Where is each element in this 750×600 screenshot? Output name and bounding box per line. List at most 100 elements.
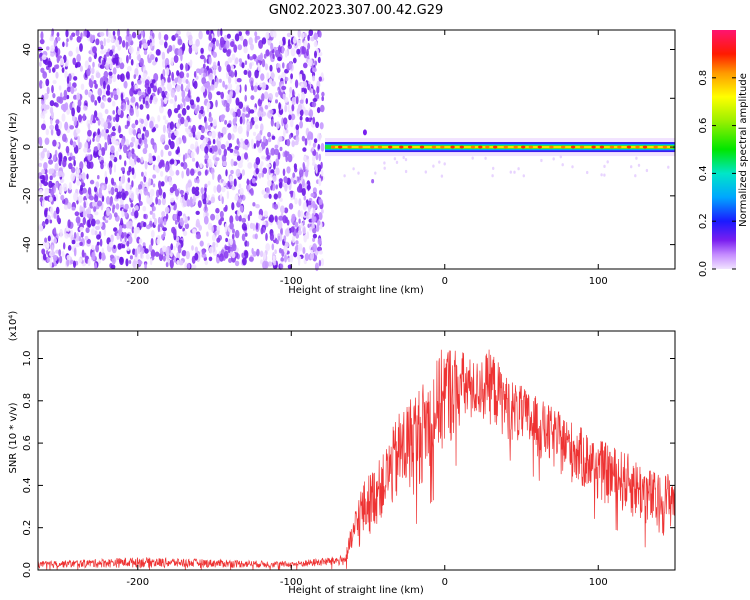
spectrogram-noise-speck bbox=[275, 184, 278, 190]
spectrogram-noise-speck bbox=[221, 186, 226, 193]
spectrogram-noise-speck bbox=[169, 159, 175, 165]
spectrogram-noise-speck bbox=[269, 214, 274, 223]
spectrogram-noise-speck bbox=[130, 192, 134, 201]
spectrogram-noise-speck bbox=[160, 181, 165, 187]
spectrogram-noise-speck bbox=[136, 157, 141, 163]
spectrogram-noise-speck bbox=[195, 222, 201, 228]
spectrogram-noise-speck bbox=[203, 191, 207, 201]
spectrogram-noise-speck bbox=[190, 202, 194, 208]
colorbar-tick-label: 0.0 bbox=[698, 261, 709, 277]
spectrogram-noise-speck bbox=[198, 112, 202, 120]
spectrogram-noise-speck bbox=[207, 124, 212, 131]
spectrogram-noise-speck bbox=[265, 31, 270, 40]
spectrogram-noise-speck bbox=[174, 130, 179, 137]
spectrogram-noise-speck bbox=[142, 205, 147, 212]
spectrogram-noise-speck bbox=[155, 49, 161, 56]
spectrogram-noise-speck bbox=[237, 125, 243, 135]
spectrogram-noise-speck bbox=[264, 63, 269, 71]
spectrogram-noise-speck bbox=[71, 107, 75, 117]
spectrogram-noise-speck bbox=[210, 84, 215, 91]
spectrogram-noise-speck bbox=[52, 139, 57, 147]
spectrogram-noise-speck bbox=[294, 197, 298, 205]
spectrogram-noise-speck bbox=[285, 77, 289, 82]
spectrogram-noise-speck bbox=[234, 260, 240, 267]
spectrogram-noise-speck bbox=[51, 251, 56, 256]
spectrogram-noise-speck bbox=[229, 91, 233, 99]
spectrogram-noise-speck bbox=[142, 126, 146, 132]
spectrogram-noise-speck bbox=[216, 91, 221, 96]
spectrogram-faint-speck bbox=[667, 165, 670, 169]
spectrogram-noise-speck bbox=[218, 65, 222, 73]
spectrogram-noise-speck bbox=[173, 100, 177, 110]
spectrogram-noise-speck bbox=[138, 137, 142, 145]
spectrogram-noise-speck bbox=[179, 103, 183, 109]
spectrogram-noise-speck bbox=[58, 96, 64, 104]
spectrogram-noise-speck bbox=[78, 235, 82, 242]
spectrogram-noise-speck bbox=[91, 67, 95, 75]
spectrogram-noise-speck bbox=[91, 252, 95, 261]
spectrogram-noise-speck bbox=[218, 78, 222, 83]
spectrogram-noise-speck bbox=[207, 222, 213, 231]
spectrogram-noise-speck bbox=[45, 128, 49, 136]
signal-peak-speck bbox=[330, 145, 336, 149]
spectrogram-noise-speck bbox=[216, 237, 221, 243]
spectrogram-noise-speck bbox=[95, 72, 101, 79]
spectrogram-noise-speck bbox=[185, 85, 189, 92]
spectrogram-noise-speck bbox=[321, 96, 325, 102]
spectrogram-noise-speck bbox=[270, 118, 274, 127]
spectrogram-noise-speck bbox=[266, 163, 271, 168]
spectrogram-noise-speck bbox=[88, 56, 92, 63]
spectrogram-noise-speck bbox=[176, 70, 180, 77]
spectrogram-noise-speck bbox=[65, 145, 70, 154]
spectrogram-noise-speck bbox=[233, 44, 238, 53]
spectrogram-y-tick-label: 40 bbox=[22, 43, 33, 56]
spectrogram-faint-speck bbox=[637, 163, 641, 167]
spectrogram-noise-speck bbox=[160, 79, 165, 87]
spectrogram-noise-speck bbox=[295, 128, 300, 137]
spectrogram-noise-speck bbox=[225, 169, 228, 177]
spectrogram-noise-speck bbox=[63, 204, 69, 210]
spectrogram-noise-speck bbox=[276, 67, 281, 73]
spectrogram-noise-speck bbox=[231, 133, 235, 141]
spectrogram-noise-speck bbox=[126, 102, 131, 111]
spectrogram-noise-speck bbox=[129, 255, 133, 260]
spectrogram-noise-speck bbox=[305, 117, 309, 122]
spectrogram-noise-speck bbox=[43, 181, 49, 187]
spectrogram-noise-speck bbox=[106, 28, 109, 37]
spectrogram-noise-speck bbox=[283, 176, 288, 184]
spectrogram-noise-speck bbox=[112, 74, 117, 83]
spectrogram-noise-speck bbox=[307, 34, 310, 42]
spectrogram-noise-speck bbox=[244, 139, 249, 145]
spectrogram-noise-speck bbox=[215, 39, 220, 47]
spectrogram-noise-speck bbox=[116, 233, 120, 240]
spectrogram-noise-speck bbox=[47, 235, 51, 242]
spectrogram-noise-speck bbox=[236, 78, 242, 83]
spectrogram-noise-speck bbox=[125, 258, 129, 267]
spectrogram-noise-speck bbox=[239, 187, 244, 196]
spectrogram-noise-speck bbox=[208, 132, 212, 137]
spectrogram-noise-speck bbox=[249, 210, 253, 217]
spectrogram-noise-speck bbox=[68, 233, 72, 238]
spectrogram-noise-speck bbox=[261, 141, 266, 150]
spectrogram-noise-speck bbox=[113, 94, 119, 101]
spectrogram-noise-speck bbox=[73, 159, 76, 167]
spectrogram-noise-speck bbox=[64, 62, 68, 67]
spectrogram-noise-speck bbox=[292, 191, 296, 200]
spectrogram-noise-speck bbox=[214, 81, 218, 89]
spectrogram-noise-speck bbox=[44, 237, 48, 243]
spectrogram-noise-speck bbox=[182, 135, 187, 144]
spectrogram-noise-speck bbox=[269, 232, 274, 241]
spectrogram-noise-speck bbox=[84, 89, 89, 96]
spectrogram-noise-speck bbox=[212, 51, 217, 58]
signal-peak-speck bbox=[485, 145, 490, 149]
spectrogram-noise-speck bbox=[55, 181, 59, 189]
spectrogram-noise-speck bbox=[113, 116, 116, 123]
spectrogram-noise-speck bbox=[304, 253, 310, 261]
colorbar: 0.0 0.2 0.4 0.6 0.8 Normalized spectral ampl… bbox=[698, 30, 749, 277]
spectrogram-noise-speck bbox=[59, 154, 63, 162]
spectrogram-noise-speck bbox=[97, 200, 103, 207]
spectrogram-noise-speck bbox=[245, 113, 250, 118]
spectrogram-noise-speck bbox=[81, 206, 85, 212]
spectrogram-noise-speck bbox=[143, 221, 147, 228]
